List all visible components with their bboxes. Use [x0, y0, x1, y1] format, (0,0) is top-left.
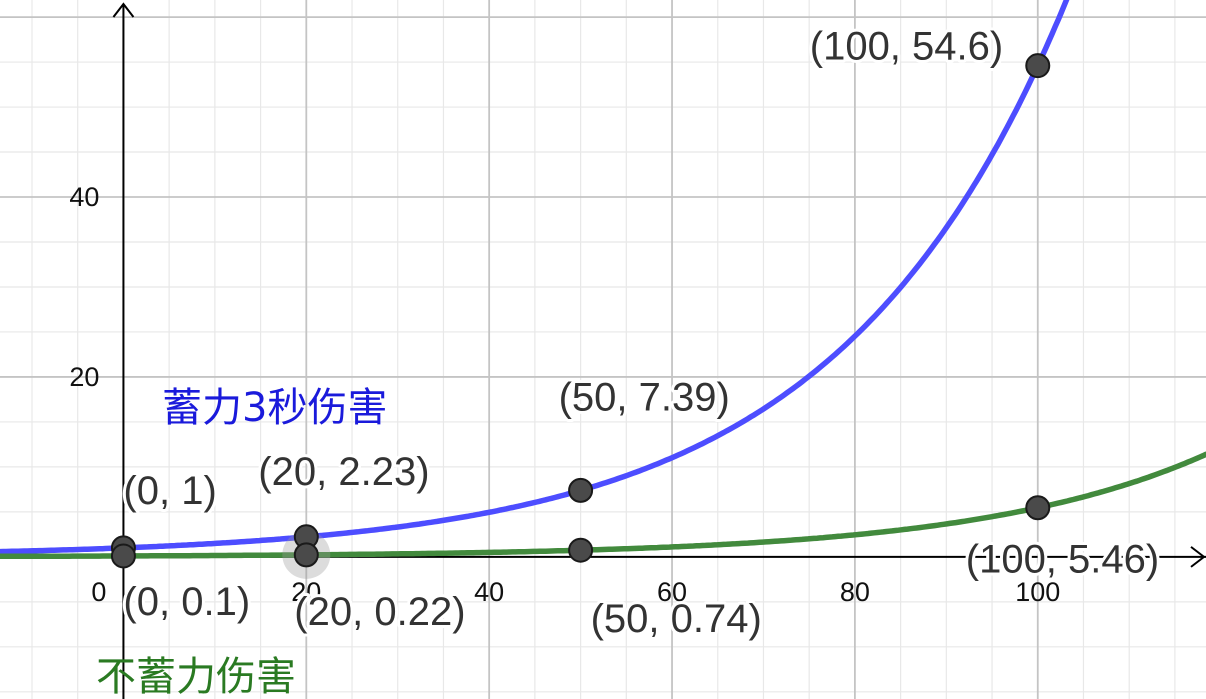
point-label: (100, 5.46): [966, 538, 1159, 582]
series-line: [0, 0, 1070, 555]
data-point: [1025, 53, 1051, 79]
x-tick-label: 0: [91, 577, 106, 607]
x-tick-label: 80: [840, 577, 870, 607]
y-axis-arrow: [112, 2, 135, 18]
x-tick-label: 60: [657, 577, 687, 607]
tick-labels: 0 20 40 60 80 100 20 40: [69, 182, 1060, 607]
point-label: (50, 7.39): [559, 375, 730, 419]
point-label: (50, 0.74): [591, 597, 762, 641]
data-point: [568, 477, 594, 503]
series-label-uncharged: 不蓄力伤害: [96, 654, 296, 699]
point-label: (0, 1): [123, 469, 216, 513]
y-tick-label: 40: [69, 182, 99, 212]
x-tick-label: 40: [474, 577, 504, 607]
data-point: [568, 537, 594, 563]
data-point: [110, 543, 136, 569]
series-label-charged: 蓄力3秒伤害: [162, 385, 387, 431]
series-curves: [0, 0, 1206, 560]
point-label: (0, 0.1): [123, 580, 250, 624]
x-tick-label: 20: [291, 577, 321, 607]
point-label: (20, 2.23): [258, 450, 429, 494]
data-point: [293, 542, 319, 568]
point-label: (20, 0.22): [294, 590, 465, 634]
data-points: [110, 53, 1051, 579]
point-label: (100, 54.6): [810, 25, 1003, 69]
data-point: [1025, 495, 1051, 521]
point-labels: (0, 1) (20, 2.23) (50, 7.39) (100, 54.6) (0,…: [120, 22, 1162, 645]
x-axis-arrow: [1190, 546, 1206, 568]
x-tick-label: 100: [1015, 577, 1060, 607]
series-line: [0, 451, 1206, 560]
y-tick-label: 20: [69, 362, 99, 392]
